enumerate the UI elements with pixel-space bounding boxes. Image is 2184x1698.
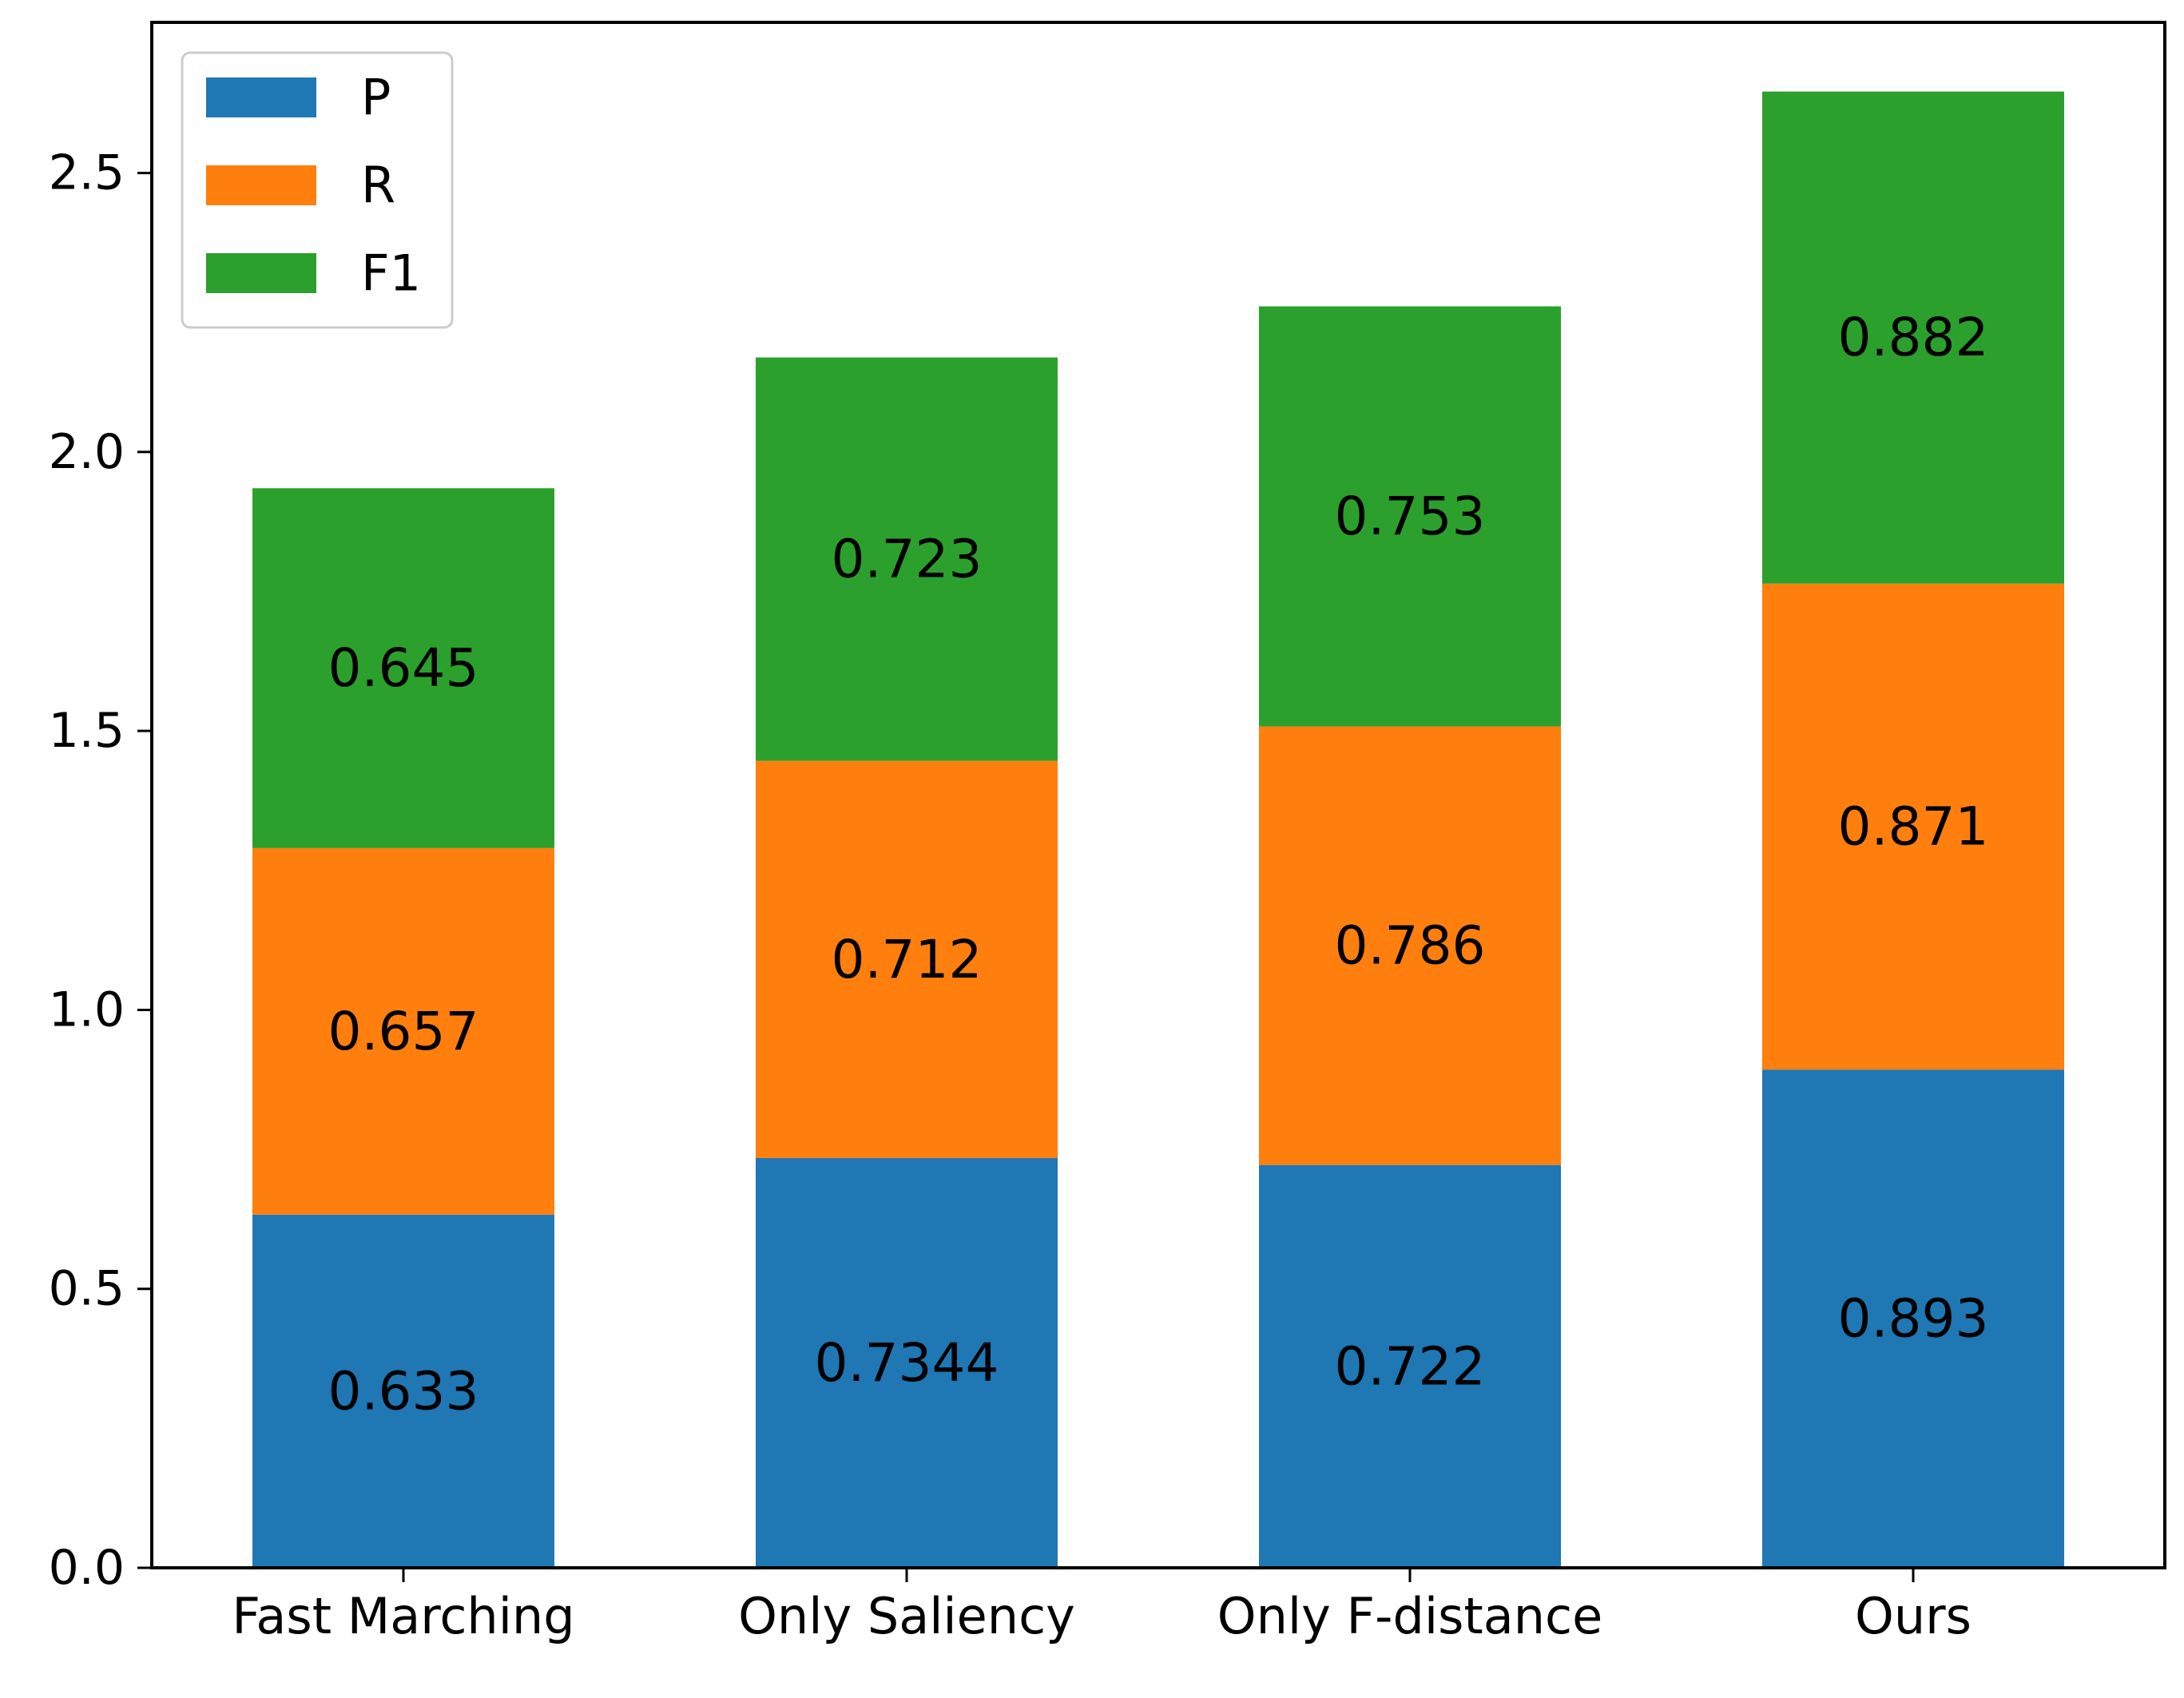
bar-label-r-0: 0.657 xyxy=(328,1001,479,1062)
y-tick-label-1: 0.5 xyxy=(49,1261,125,1317)
bar-f1-2 xyxy=(1259,306,1561,727)
bar-r-1 xyxy=(756,760,1058,1158)
x-tick-label-1: Only Saliency xyxy=(738,1587,1075,1645)
bar-f1-0 xyxy=(252,488,554,848)
bar-p-0 xyxy=(252,1214,554,1568)
x-tick-label-0: Fast Marching xyxy=(232,1587,574,1645)
y-tick-label-0: 0.0 xyxy=(49,1540,125,1596)
bar-r-2 xyxy=(1259,726,1561,1165)
legend-label-r: R xyxy=(361,157,395,215)
legend-swatch-r xyxy=(206,165,316,205)
bar-label-f1-0: 0.645 xyxy=(328,637,479,699)
y-tick-label-4: 2.0 xyxy=(49,424,125,480)
bar-p-3 xyxy=(1762,1069,2064,1568)
bars-layer xyxy=(252,91,2064,1568)
legend-swatch-p xyxy=(206,77,316,117)
bar-f1-1 xyxy=(756,357,1058,761)
bar-label-p-0: 0.633 xyxy=(328,1360,479,1422)
legend-swatch-f1 xyxy=(206,253,316,293)
y-tick-label-2: 1.0 xyxy=(49,982,125,1037)
bar-p-1 xyxy=(756,1157,1058,1568)
bar-label-r-3: 0.871 xyxy=(1838,795,1989,857)
legend-label-p: P xyxy=(361,69,391,127)
axes: 0.0 0.5 1.0 1.5 2.0 2.5 Fast Marching Only Sali… xyxy=(49,21,2166,1645)
bar-label-f1-3: 0.882 xyxy=(1838,307,1989,368)
bar-value-labels: 0.633 0.657 0.645 0.7344 0.712 0.723 0.722 0.78… xyxy=(328,307,1989,1422)
bar-f1-3 xyxy=(1762,91,2064,584)
y-tick-label-5: 2.5 xyxy=(49,145,125,201)
legend-label-f1: F1 xyxy=(361,244,421,303)
bar-r-3 xyxy=(1762,583,2064,1070)
bar-label-r-1: 0.712 xyxy=(832,929,983,990)
bar-label-f1-2: 0.753 xyxy=(1335,486,1486,547)
x-tick-label-2: Only F-distance xyxy=(1217,1587,1602,1645)
bar-label-p-3: 0.893 xyxy=(1838,1288,1989,1350)
bar-label-p-2: 0.722 xyxy=(1335,1335,1486,1397)
bar-r-0 xyxy=(252,847,554,1215)
bar-label-p-1: 0.7344 xyxy=(815,1332,999,1394)
x-tick-label-3: Ours xyxy=(1855,1587,1972,1645)
bar-label-f1-1: 0.723 xyxy=(832,529,983,590)
bar-p-2 xyxy=(1259,1164,1561,1568)
legend: PR F1 xyxy=(181,51,454,329)
y-tick-label-3: 1.5 xyxy=(49,703,125,759)
plot-frame xyxy=(150,21,2166,1569)
bar-label-r-2: 0.786 xyxy=(1335,915,1486,977)
